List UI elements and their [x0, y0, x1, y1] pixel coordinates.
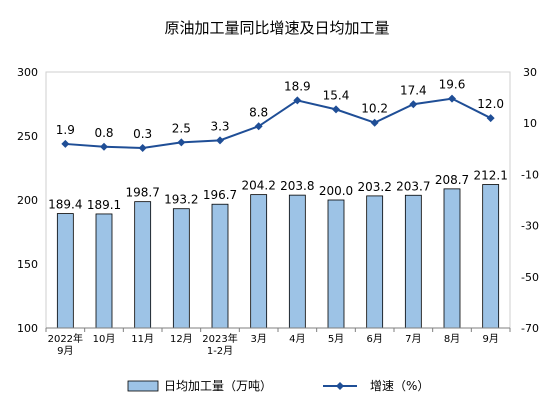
line-point-marker [486, 114, 495, 123]
y-right-tick-label: 10 [523, 117, 537, 130]
bar [211, 203, 229, 329]
x-tick-label: 1-2月 [207, 345, 233, 357]
y-left-tick-label: 200 [17, 194, 38, 207]
bar [288, 194, 306, 329]
growth-line [65, 97, 492, 150]
line-data-label: 0.8 [94, 126, 113, 140]
line-point-marker [448, 94, 456, 103]
bar-data-label: 196.7 [203, 188, 237, 202]
x-tick-label: 9月 [57, 345, 73, 357]
x-tick-label: 11月 [131, 333, 154, 345]
x-tick-label: 4月 [289, 333, 305, 345]
bar-data-label: 198.7 [125, 186, 159, 200]
bar [482, 184, 500, 329]
bar [443, 188, 461, 329]
x-tick-label: 6月 [366, 333, 382, 345]
y-right-tick-label: -70 [521, 322, 539, 335]
y-right-tick-label: -50 [521, 271, 539, 284]
bar-data-label: 203.8 [280, 179, 314, 193]
line-data-label: 19.6 [439, 78, 466, 92]
line-data-label: 12.0 [477, 97, 504, 111]
line-data-label: 3.3 [210, 119, 229, 133]
line-point-marker [216, 136, 224, 145]
line-data-label: 10.2 [361, 102, 388, 116]
bar [56, 213, 74, 329]
line-data-label: 8.8 [249, 105, 268, 119]
bar-data-label: 208.7 [435, 173, 469, 187]
bar [404, 194, 422, 329]
line-point-marker [254, 122, 263, 131]
line-series: 1.9 0.8 0.3 2.5 3.3 8.8 18.9 15.4 10.2 17.4 19.6 12… [56, 78, 504, 153]
legend-label-bar: 日均加工量（万吨） [164, 379, 272, 393]
bar-data-label: 204.2 [241, 179, 275, 193]
legend-label-line: 增速（%） [370, 379, 429, 393]
x-tick-label: 2023年 [202, 332, 237, 345]
bar [172, 208, 190, 329]
x-tick-label: 7月 [405, 333, 421, 345]
bar-data-label: 193.2 [164, 193, 198, 207]
x-tick-label: 12月 [170, 333, 193, 345]
bar [134, 201, 152, 329]
x-tick-label: 5月 [328, 333, 344, 345]
bar-data-label: 200.0 [319, 184, 353, 198]
line-point-marker [409, 100, 418, 109]
line-data-label: 2.5 [172, 121, 191, 135]
bar-data-label: 212.1 [473, 169, 507, 183]
bar-series: 189.4 189.1 198.7 193.2 196.7 204.2 203.8 200.0… [48, 169, 508, 329]
line-point-marker [370, 118, 379, 127]
y-left-tick-label: 300 [17, 66, 38, 79]
line-data-label: 17.4 [400, 83, 427, 97]
line-data-label: 15.4 [323, 88, 350, 102]
y-left-tick-label: 150 [17, 258, 38, 271]
line-point-marker [138, 144, 147, 153]
line-data-label: 1.9 [56, 123, 75, 137]
bar-data-label: 189.4 [48, 198, 82, 212]
legend-marker-line [336, 382, 344, 390]
x-tick-label: 2022年 [48, 332, 83, 345]
line-data-label: 0.3 [133, 127, 152, 141]
line-point-marker [100, 142, 108, 151]
legend-swatch-bar [127, 380, 159, 392]
x-tick-label: 3月 [250, 333, 266, 345]
bar [366, 195, 384, 329]
bar [95, 213, 113, 329]
line-point-marker [177, 138, 186, 147]
bar-data-label: 203.7 [396, 179, 430, 193]
x-tick-label: 9月 [482, 333, 498, 345]
line-point-marker [61, 139, 70, 148]
line-point-marker [332, 105, 340, 114]
legend: 日均加工量（万吨） 增速（%） [127, 379, 429, 393]
bar [250, 194, 268, 329]
y-left-tick-label: 250 [17, 130, 38, 143]
chart-title: 原油加工量同比增速及日均加工量 [164, 19, 389, 37]
bar [327, 199, 345, 329]
x-tick-label: 10月 [93, 333, 116, 345]
bar-data-label: 189.1 [87, 198, 121, 212]
line-data-label: 18.9 [284, 79, 311, 93]
y-right-tick-label: 30 [523, 66, 537, 79]
y-right-tick-label: -10 [521, 168, 539, 181]
bar-data-label: 203.2 [357, 180, 391, 194]
y-right-tick-label: -30 [521, 220, 539, 233]
line-point-marker [293, 96, 302, 105]
y-left-tick-label: 100 [17, 322, 38, 335]
x-tick-label: 8月 [444, 333, 460, 345]
